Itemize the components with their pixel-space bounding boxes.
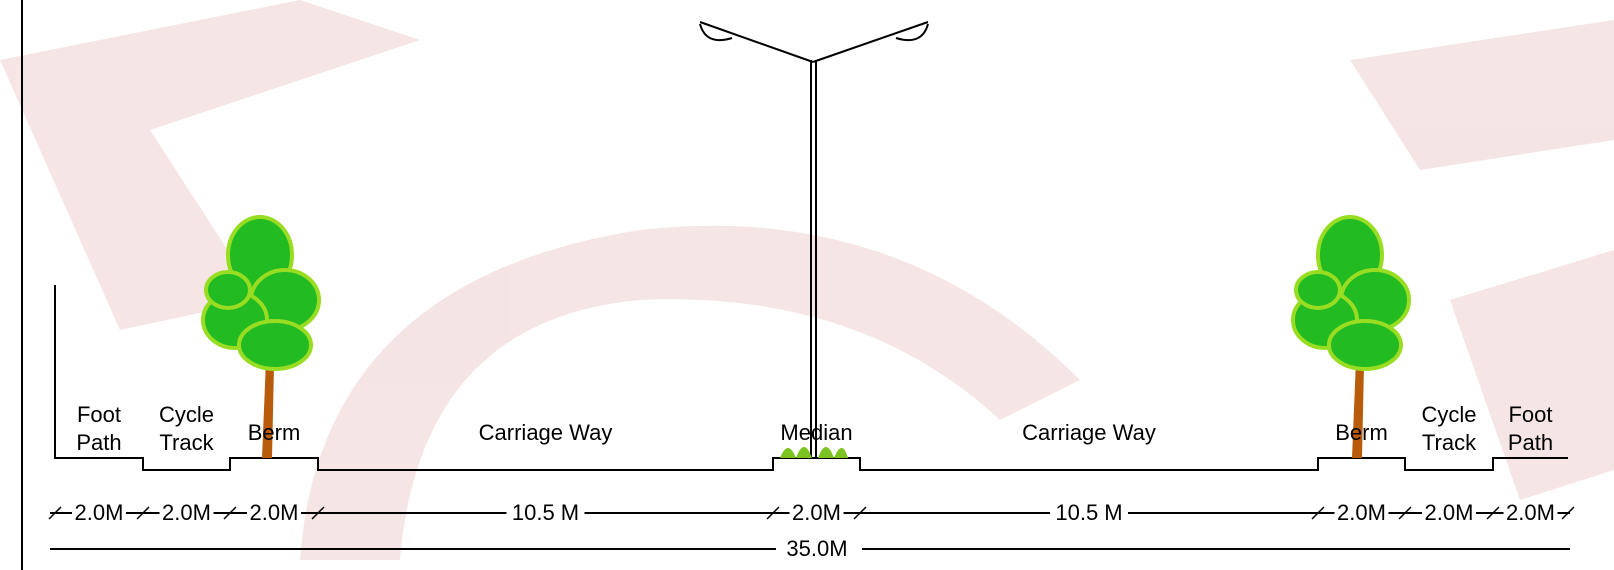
dimension-label-bg [1422,500,1476,526]
dimension-tick [766,506,780,520]
section-label: Path [76,430,121,455]
dimension-tick [223,506,237,520]
dimension-label: 10.5 M [1055,500,1122,525]
dimension-label: 2.0M [1337,500,1386,525]
total-width-label: 35.0M [786,536,847,561]
section-label: Path [1508,430,1553,455]
dimension-label: 10.5 M [512,500,579,525]
dimension-tick [1398,506,1412,520]
section-label: Carriage Way [1022,420,1156,445]
dimension-label-bg [159,500,214,526]
street-light [699,21,929,458]
dimension-tick [1311,506,1325,520]
dimension-label-bg [1334,500,1389,526]
tree-right [1291,215,1411,458]
dimension-label: 2.0M [1506,500,1555,525]
dimension-tick [48,506,62,520]
section-label: Berm [1335,420,1388,445]
section-label: Cycle [159,402,214,427]
total-label-bg [776,537,862,561]
section-label: Berm [248,420,301,445]
dimension-label: 2.0M [162,500,211,525]
dimension-label-bg [1503,500,1558,526]
dimension-tick [136,506,150,520]
section-label: Foot [77,402,121,427]
section-label: Track [159,430,214,455]
tree-left [201,215,321,458]
section-label: Carriage Way [479,420,613,445]
dimension-label-bg [789,500,844,526]
dimension-label-bg [1050,500,1128,526]
dimension-label-bg [247,500,301,526]
dimension-tick [1561,506,1575,520]
median-grass [780,447,848,458]
section-label: Median [780,420,852,445]
dimension-label: 2.0M [250,500,299,525]
dimension-label: 2.0M [75,500,124,525]
dimension-tick [853,506,867,520]
section-label: Foot [1508,402,1552,427]
dimension-label: 2.0M [1425,500,1474,525]
dimension-label-bg [506,500,585,526]
dimension-tick [1486,506,1500,520]
dimension-tick [311,506,325,520]
dimension-label-bg [72,500,126,526]
section-label: Cycle [1421,402,1476,427]
section-label: Track [1422,430,1477,455]
ground-profile [54,285,1568,471]
dimension-label: 2.0M [792,500,841,525]
